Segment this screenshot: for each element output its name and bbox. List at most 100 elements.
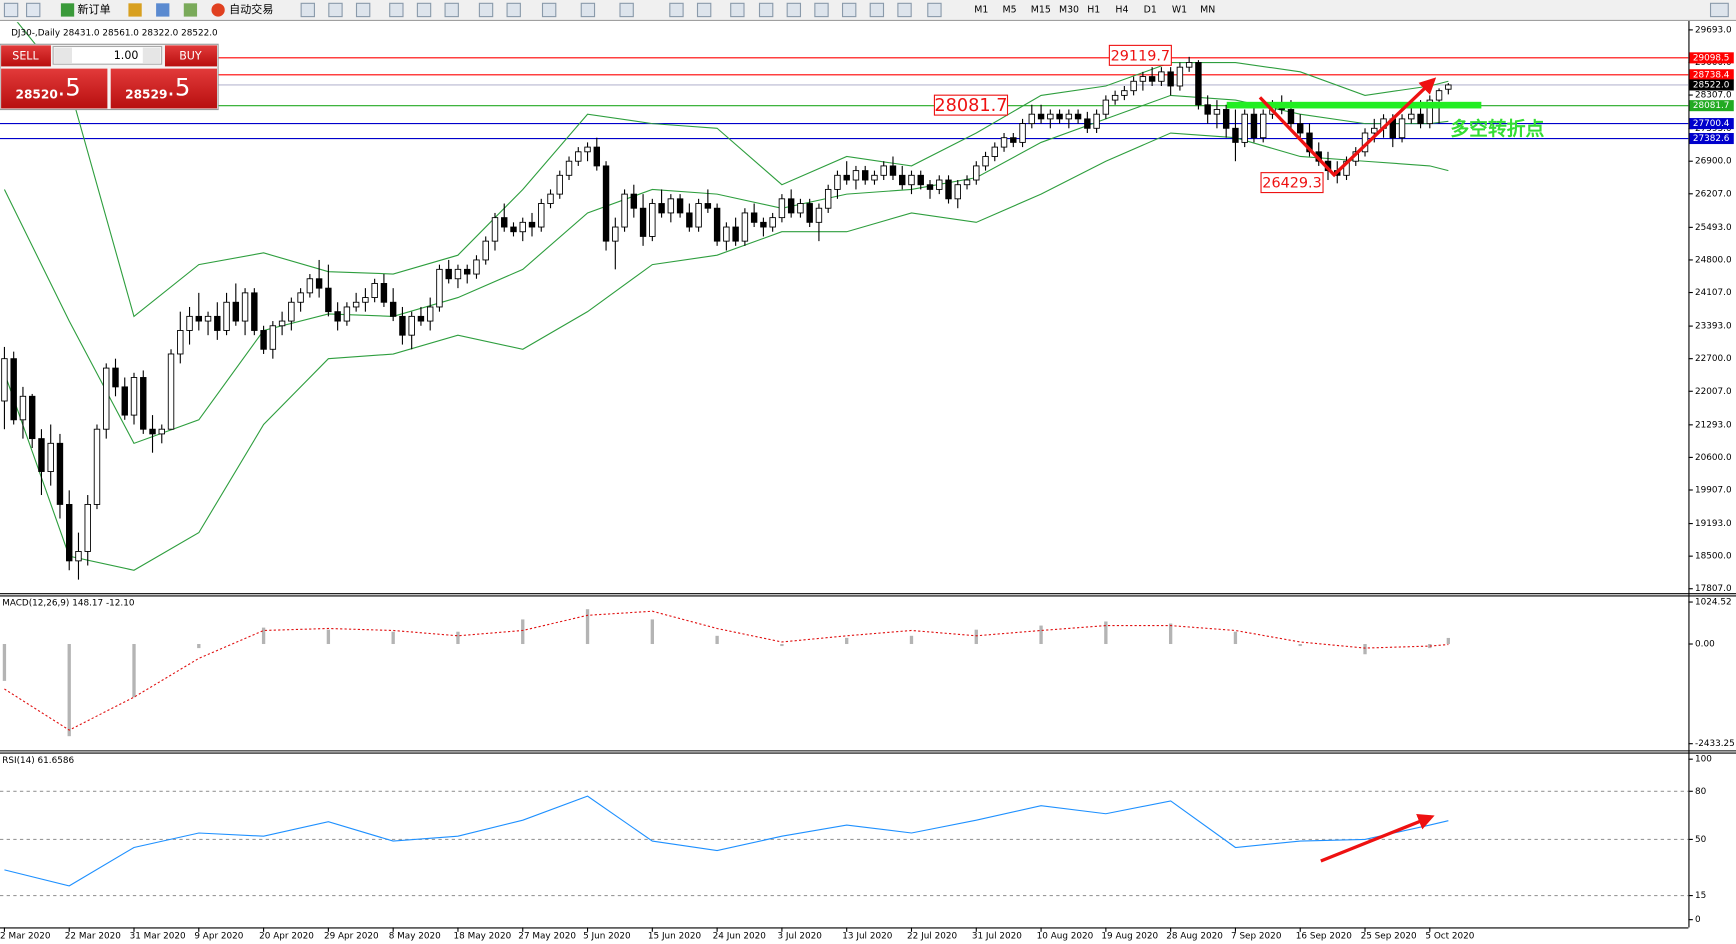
timeframe[interactable]: M30	[1059, 4, 1079, 15]
candle-body	[852, 170, 860, 181]
x-tick-label: 24 Jun 2020	[713, 932, 767, 942]
icon[interactable]	[60, 3, 75, 17]
candle-body	[1195, 62, 1202, 106]
icon[interactable]	[300, 2, 315, 18]
y-tick-label: 21293.0	[1695, 420, 1732, 430]
icon[interactable]	[26, 2, 41, 18]
toolbar-button[interactable]: 新订单	[78, 2, 111, 16]
icon[interactable]	[541, 2, 557, 18]
macd-bar	[326, 629, 331, 645]
candle-body	[251, 292, 258, 331]
timeframe[interactable]: M1	[974, 4, 988, 15]
annotation: 28081.7	[934, 96, 1007, 116]
icon[interactable]	[786, 2, 802, 18]
macd-bar	[67, 644, 71, 737]
icon[interactable]	[730, 2, 745, 18]
timeframe[interactable]: H1	[1087, 4, 1100, 15]
timeframe[interactable]: W1	[1172, 4, 1187, 15]
timeframe[interactable]: MN	[1200, 4, 1215, 15]
candle-body	[982, 156, 989, 167]
macd-bar	[650, 619, 654, 645]
buy-price[interactable]: 28529	[125, 88, 167, 102]
tool-icons	[300, 2, 1729, 18]
icon[interactable]	[183, 3, 198, 17]
x-tick-label: 19 Aug 2020	[1101, 932, 1158, 942]
candle-body	[473, 259, 480, 275]
candle-body	[1010, 137, 1017, 143]
icon[interactable]	[1709, 2, 1729, 18]
x-tick-label: 31 Mar 2020	[130, 932, 186, 942]
candle-body	[519, 221, 526, 233]
y-tick-label: 50	[1695, 835, 1707, 845]
buy-price-box[interactable]	[110, 68, 217, 109]
toolbar-bg	[0, 0, 1736, 20]
buy-label[interactable]: BUY	[179, 49, 202, 62]
sell-button[interactable]	[1, 45, 51, 67]
price-level-label: 28522.0	[1693, 80, 1730, 90]
icon[interactable]	[841, 2, 857, 18]
icon[interactable]	[696, 2, 712, 18]
icon[interactable]	[478, 2, 494, 18]
icon[interactable]	[416, 2, 432, 18]
candle-body	[10, 358, 17, 421]
candle-body	[232, 301, 240, 322]
icon[interactable]	[869, 2, 885, 18]
macd-bar	[2, 644, 7, 681]
sell-pip[interactable]: .5	[58, 73, 81, 102]
sell-price-box[interactable]	[1, 68, 108, 109]
candle-body	[1065, 113, 1073, 120]
timeframe[interactable]: H4	[1115, 4, 1128, 15]
candle-body	[47, 442, 54, 472]
candle-body	[528, 221, 536, 228]
sell-label[interactable]: SELL	[12, 49, 39, 62]
icon[interactable]	[580, 2, 596, 18]
annotations: 29119.7 28081.7 26429.3 多空转折点	[933, 44, 1545, 194]
timeframe[interactable]: M15	[1031, 4, 1051, 15]
icon[interactable]	[897, 2, 912, 18]
panel-borders	[0, 21, 1736, 929]
macd-bar	[1168, 623, 1173, 645]
x-tick-label: 2 Mar 2020	[0, 932, 51, 942]
candle-body	[1408, 113, 1415, 120]
icon[interactable]	[211, 3, 225, 17]
candle-body	[908, 174, 915, 186]
icon[interactable]	[355, 2, 371, 18]
candle-body	[1019, 123, 1026, 143]
timeframe[interactable]: D1	[1144, 4, 1157, 15]
toolbar-button[interactable]: 自动交易	[229, 2, 273, 16]
candle-body	[214, 315, 221, 331]
buy-button[interactable]	[164, 45, 217, 67]
toolbar: 新订单 自动交易 M1 M5 M15 M30 H1 H4 D1 W1 MN	[0, 0, 1736, 22]
buy-pip[interactable]: .5	[167, 73, 190, 102]
volume[interactable]: 1.00	[114, 49, 139, 62]
icon[interactable]	[619, 2, 634, 18]
candle-body	[482, 240, 489, 261]
candle-body	[426, 306, 434, 322]
icon[interactable]	[758, 2, 774, 18]
icon[interactable]	[927, 2, 942, 18]
icon[interactable]	[328, 2, 343, 18]
icon[interactable]	[506, 2, 521, 18]
icon[interactable]	[156, 3, 170, 17]
volume-box[interactable]	[52, 45, 163, 65]
candle-body	[177, 330, 184, 355]
candle-body	[575, 151, 582, 162]
icon[interactable]	[444, 2, 459, 18]
candle-body	[1130, 80, 1137, 92]
icon[interactable]	[389, 2, 404, 18]
timeframe[interactable]: M5	[1003, 4, 1017, 15]
icon[interactable]	[128, 3, 142, 17]
volume-up[interactable]	[142, 47, 161, 64]
sell-price[interactable]: 28520	[16, 88, 58, 102]
volume-down[interactable]	[54, 47, 72, 64]
icon[interactable]	[3, 2, 19, 18]
x-tick-label: 16 Sep 2020	[1296, 932, 1352, 942]
x-tick-label: 10 Aug 2020	[1037, 932, 1094, 942]
price-level-label: 29098.5	[1693, 53, 1730, 63]
candle-body	[769, 217, 776, 228]
candle-body	[584, 146, 591, 153]
icon[interactable]	[669, 2, 684, 18]
candle-body	[1445, 84, 1452, 90]
candle-body	[454, 268, 462, 280]
icon[interactable]	[814, 2, 829, 18]
